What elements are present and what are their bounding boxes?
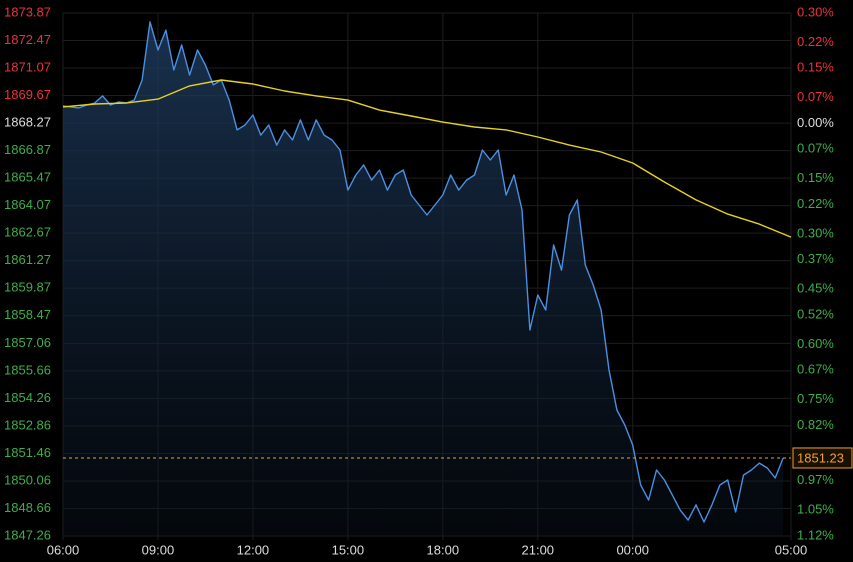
y2-tick-label: 0.97% <box>797 472 834 487</box>
y2-tick-label: 0.60% <box>797 336 834 351</box>
y2-tick-label: 1.05% <box>797 502 834 517</box>
y-tick-label: 1868.27 <box>4 115 51 130</box>
x-tick-label: 06:00 <box>47 542 80 557</box>
y2-tick-label: 0.22% <box>797 34 834 49</box>
y-tick-label: 1869.67 <box>4 87 51 102</box>
y-tick-label: 1850.06 <box>4 472 51 487</box>
y2-tick-label: 0.37% <box>797 251 834 266</box>
y-tick-label: 1864.07 <box>4 197 51 212</box>
y2-tick-label: 0.75% <box>797 391 834 406</box>
y2-tick-label: 0.67% <box>797 362 834 377</box>
y-tick-label: 1847.26 <box>4 527 51 542</box>
y2-tick-label: 0.15% <box>797 170 834 185</box>
y2-tick-label: 0.30% <box>797 4 834 19</box>
x-tick-label: 15:00 <box>332 542 365 557</box>
y-tick-label: 1866.87 <box>4 142 51 157</box>
line <box>62 21 784 523</box>
x-tick-label: 09:00 <box>142 542 175 557</box>
y-tick-label: 1852.86 <box>4 417 51 432</box>
y2-tick-label: 1.12% <box>797 527 834 542</box>
y-tick-label: 1872.47 <box>4 32 51 47</box>
line <box>62 79 792 238</box>
y2-tick-label: 0.82% <box>797 417 834 432</box>
y-tick-label: 1862.67 <box>4 225 51 240</box>
y-tick-label: 1871.07 <box>4 59 51 74</box>
y2-tick-label: 0.15% <box>797 60 834 75</box>
y-tick-label: 1858.47 <box>4 307 51 322</box>
last-value-label: 1851.23 <box>797 450 844 465</box>
y2-tick-label: 0.52% <box>797 306 834 321</box>
y-tick-label: 1865.47 <box>4 170 51 185</box>
x-tick-label: 05:00 <box>775 542 808 557</box>
area <box>63 22 784 536</box>
y-tick-label: 1855.66 <box>4 362 51 377</box>
x-tick-label: 21:00 <box>522 542 555 557</box>
y2-tick-label: 0.22% <box>797 196 834 211</box>
y-tick-label: 1848.66 <box>4 500 51 515</box>
y-tick-label: 1859.87 <box>4 280 51 295</box>
last-value-box <box>792 447 853 469</box>
y2-tick-label: 0.00% <box>797 115 834 130</box>
x-tick-label: 00:00 <box>616 542 649 557</box>
y2-tick-label: 0.07% <box>797 141 834 156</box>
y-tick-label: 1873.87 <box>4 4 51 19</box>
x-tick-label: 12:00 <box>237 542 270 557</box>
y2-tick-label: 0.45% <box>797 281 834 296</box>
y2-tick-label: 0.07% <box>797 89 834 104</box>
y-tick-label: 1857.06 <box>4 335 51 350</box>
y-tick-label: 1851.46 <box>4 445 51 460</box>
x-tick-label: 18:00 <box>427 542 460 557</box>
y-tick-label: 1861.27 <box>4 252 51 267</box>
y2-tick-label: 0.30% <box>797 225 834 240</box>
y-tick-label: 1854.26 <box>4 390 51 405</box>
